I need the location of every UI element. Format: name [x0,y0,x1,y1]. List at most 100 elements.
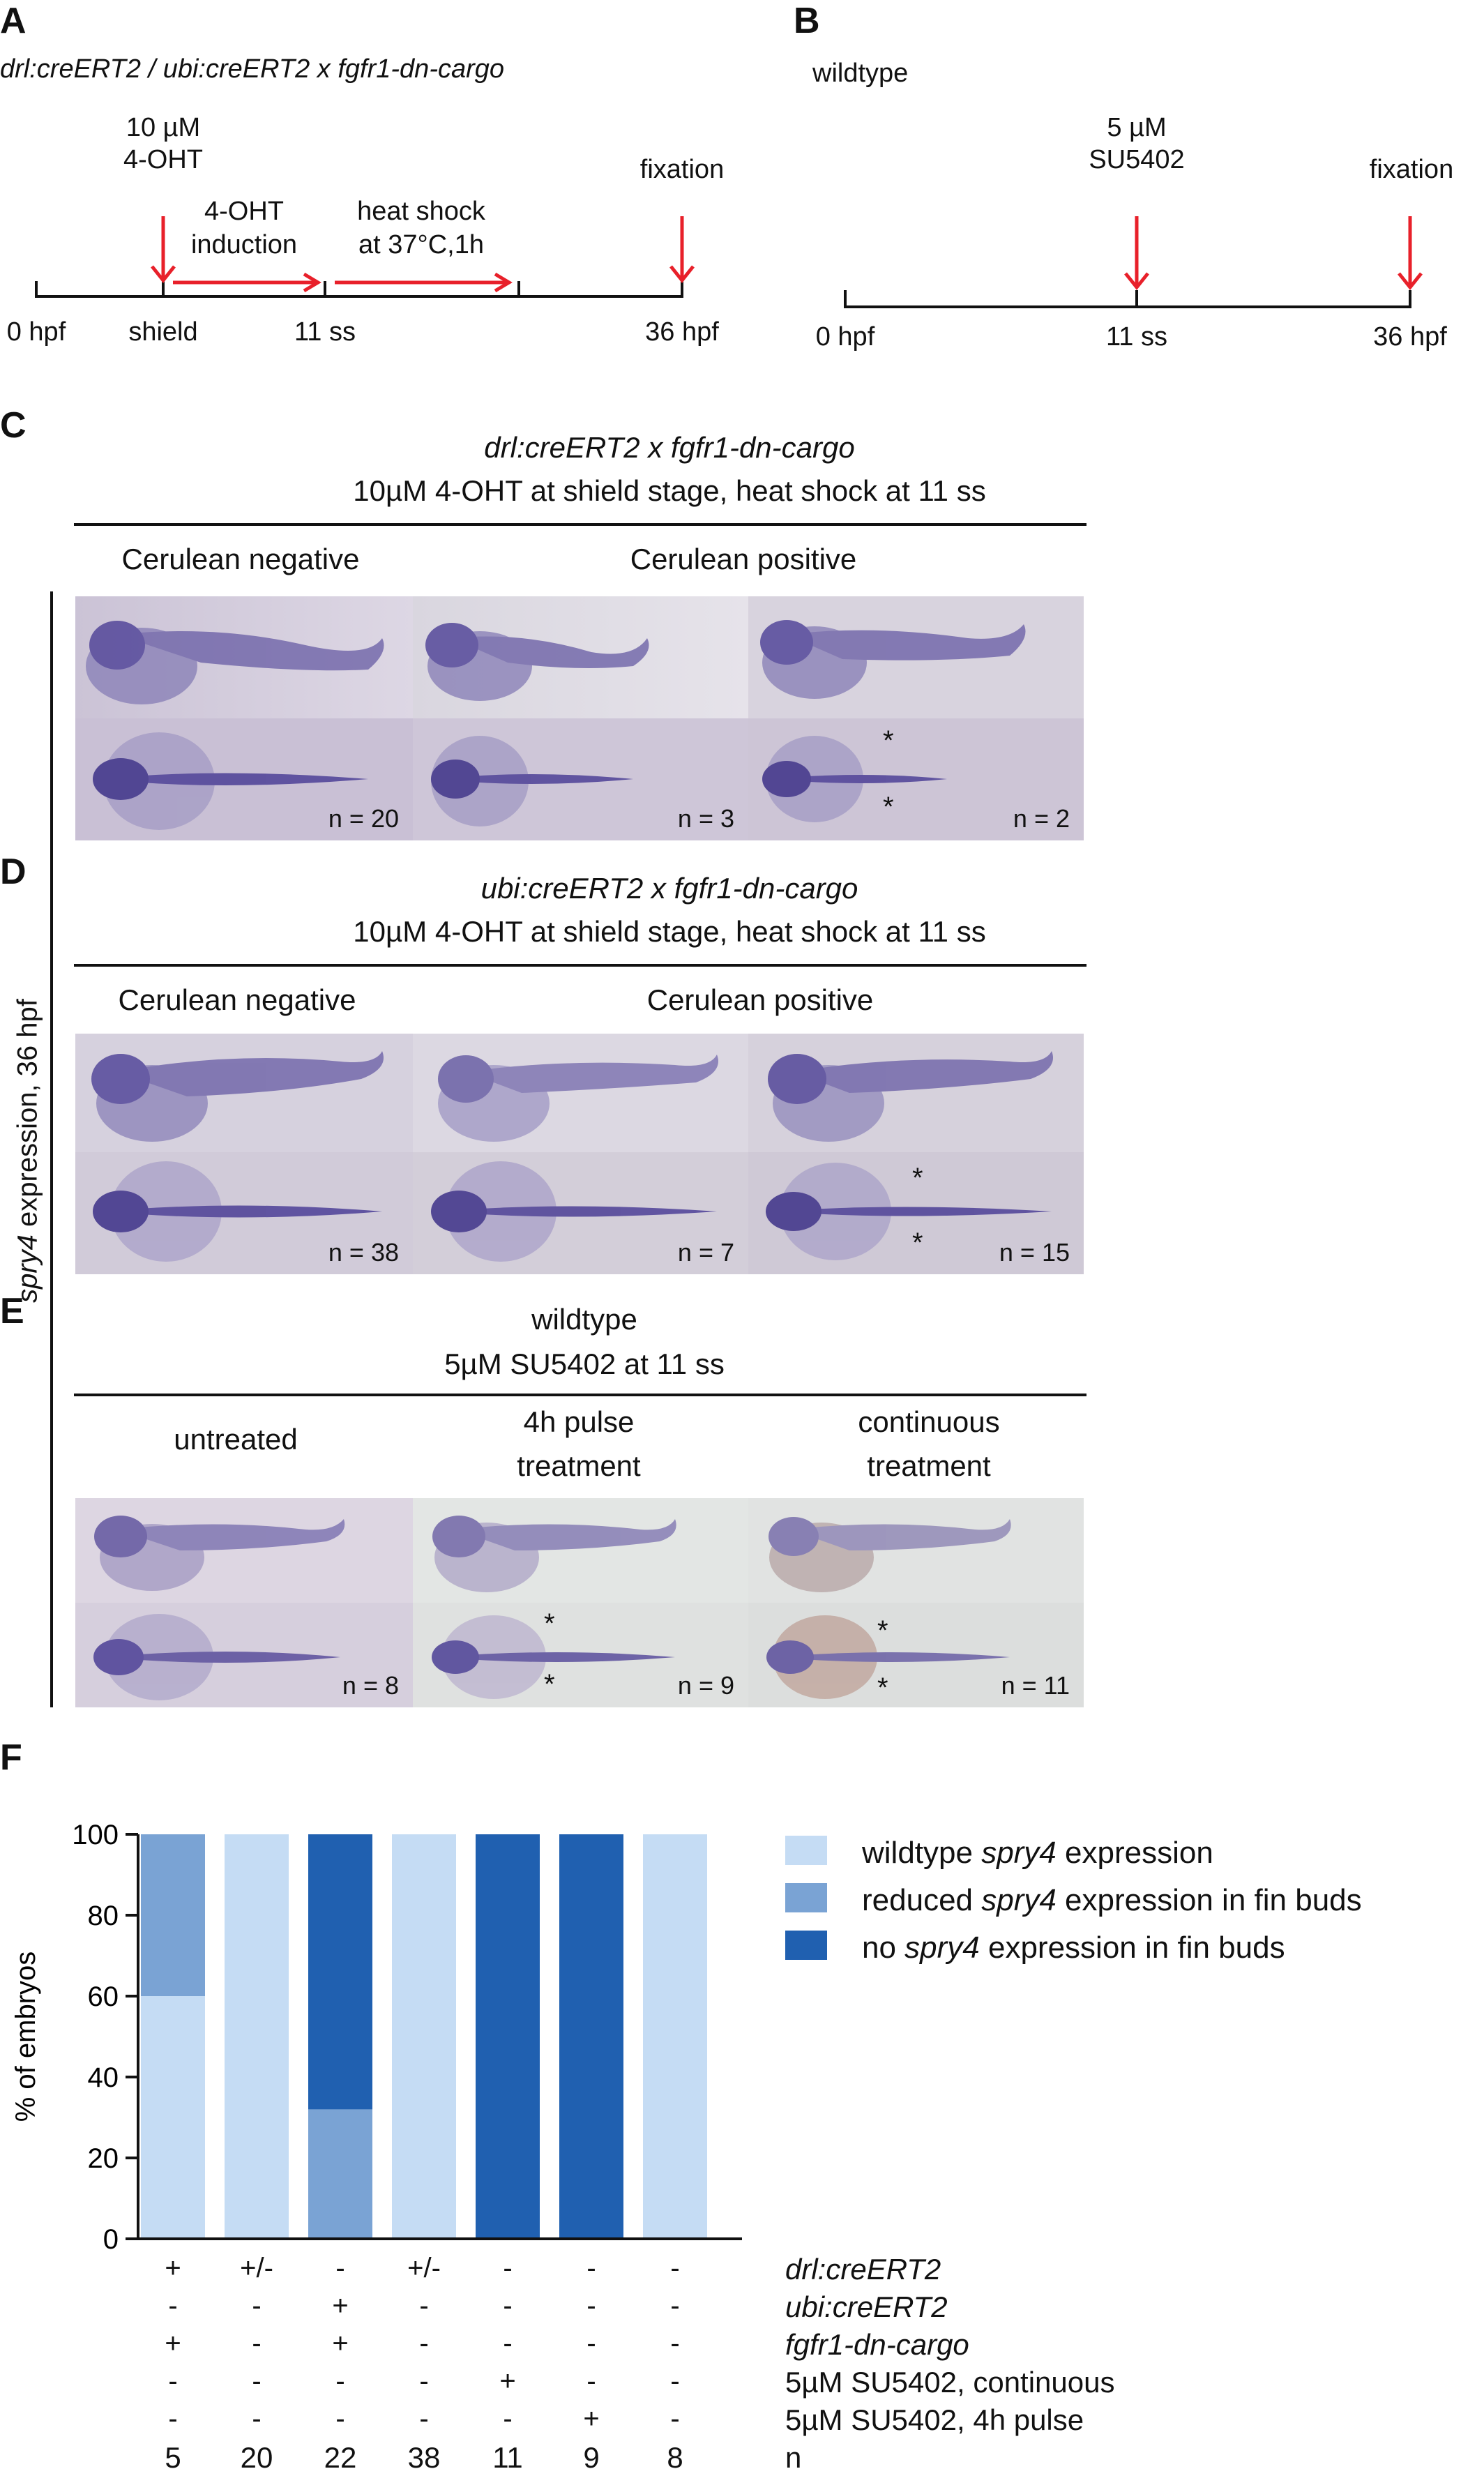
genotype-cell: - [586,2253,596,2283]
panel-c-embryo-photos [75,596,1084,840]
panel-d-title: ubi:creERT2 x fgfr1-dn-cargo [480,872,858,905]
panel-c-title: drl:creERT2 x fgfr1-dn-cargo [484,431,855,464]
panel-b-tick-0: 0 hpf [815,322,875,352]
side-bracket-line [50,591,53,1707]
genotype-row-label: 5µM SU5402, continuous [785,2366,1115,2399]
genotype-cell: + [165,2328,181,2359]
genotype-cell: +/- [407,2253,441,2283]
genotype-cell: + [332,2290,349,2321]
panel-d-rule [74,964,1086,967]
genotype-cell: - [670,2290,680,2321]
panel-a-timeline [35,216,695,298]
fin-bud-asterisk: * [544,1669,555,1700]
panel-b-fixation: fixation [1369,155,1454,184]
panel-d-col-positive: Cerulean positive [646,983,874,1016]
legend-swatch-reduced [785,1883,827,1912]
bar-segment-reduced [141,1834,205,1996]
panel-e-col-untreated: untreated [174,1423,298,1456]
panel-a-title: drl:creERT2 / ubi:creERT2 x fgfr1-dn-car… [0,54,505,84]
n-count-cell: 5 [165,2441,181,2474]
genotype-cell: +/- [240,2253,273,2283]
fin-bud-asterisk: * [883,792,894,822]
panel-e-col-pulse-line1: 4h pulse [523,1405,635,1438]
panel-b-timeline [844,216,1423,308]
panel-d-n-3: n = 15 [999,1238,1070,1267]
fin-bud-asterisk: * [883,725,894,756]
n-count-cell: 11 [492,2441,523,2474]
genotype-row-label: n [785,2441,802,2474]
y-tick-label: 80 [88,1901,119,1931]
fin-bud-asterisk: * [877,1615,888,1646]
y-tick-label: 40 [88,2062,119,2093]
panel-f-label: F [0,1737,22,1778]
panel-c-n-1: n = 20 [328,804,399,833]
bar-segment-wildtype [643,1834,707,2239]
genotype-cell: - [503,2290,513,2321]
panel-d-images: n = 38 n = 7 n = 15 * * [75,1034,1084,1274]
panel-a-drug-line1: 10 µM [126,113,201,142]
panel-d-subtitle: 10µM 4-OHT at shield stage, heat shock a… [353,915,986,948]
panel-b-tick-2: 36 hpf [1373,322,1447,352]
panel-a-tick-2: 11 ss [294,317,356,347]
genotype-cell: + [583,2403,600,2434]
panel-d-n-2: n = 7 [677,1238,734,1267]
panel-c-col-negative: Cerulean negative [121,543,360,575]
genotype-cell: - [252,2366,262,2396]
panel-d-n-1: n = 38 [328,1238,399,1267]
panel-c-rule [74,523,1086,526]
legend-swatch-wildtype [785,1836,827,1865]
genotype-cell: - [419,2403,429,2434]
genotype-cell: - [586,2366,596,2396]
legend-swatch-none [785,1931,827,1960]
panel-c-images: n = 20 n = 3 n = 2 * * [75,596,1084,840]
genotype-cell: - [335,2253,345,2283]
panel-c-n-2: n = 3 [677,804,734,833]
genotype-cell: - [503,2328,513,2359]
y-tick-label: 0 [103,2224,119,2255]
panel-e-images: n = 8 n = 9 n = 11 * * * * [75,1498,1084,1707]
legend-label-wildtype: wildtype spry4 expression [862,1836,1213,1870]
genotype-cell: + [165,2253,181,2283]
bar-segment-wildtype [392,1834,456,2239]
panel-d-embryo-photos [75,1034,1084,1274]
panel-b-drug-line2: SU5402 [1089,145,1185,174]
genotype-cell: - [252,2403,262,2434]
genotype-row-label: drl:creERT2 [785,2253,941,2286]
genotype-row-label: ubi:creERT2 [785,2290,948,2323]
genotype-cell: - [670,2328,680,2359]
panel-e-n-3: n = 11 [1001,1671,1070,1700]
panel-c-col-positive: Cerulean positive [630,543,857,575]
panel-a-induction-line2: induction [190,230,298,259]
panel-e-col-continuous-line1: continuous [858,1405,1000,1438]
genotype-cell: - [503,2403,513,2434]
panel-a-induction-line1: 4-OHT [204,197,284,226]
panel-e-embryo-photos [75,1498,1084,1707]
panel-a-tick-1: shield [128,317,198,347]
bar-series [141,1834,707,2239]
panel-a-tick-0: 0 hpf [6,317,66,347]
panel-c-n-3: n = 2 [1013,804,1070,833]
genotype-cell: + [499,2366,516,2396]
panel-c-label: C [0,405,26,446]
panel-a-drug-line2: 4-OHT [123,145,203,174]
legend-label-none: no spry4 expression in fin buds [862,1931,1285,1965]
panel-e-label: E [0,1291,24,1331]
fin-bud-asterisk: * [912,1228,923,1258]
genotype-cell: - [335,2403,345,2434]
panel-e-rule [74,1394,1086,1396]
genotype-row-label: 5µM SU5402, 4h pulse [785,2403,1084,2436]
panel-a-fixation: fixation [639,155,725,184]
panel-b-label: B [794,1,820,41]
panel-e-n-2: n = 9 [677,1671,734,1700]
panel-e-title: wildtype [531,1303,637,1336]
bar-segment-reduced [308,2109,372,2239]
genotype-cell: - [586,2290,596,2321]
side-label: spry4 expression, 36 hpf [12,999,43,1303]
genotype-cell: - [419,2366,429,2396]
bar-segment-none [308,1834,372,2110]
panel-a-tick-3: 36 hpf [645,317,719,347]
genotype-cell: - [586,2328,596,2359]
n-count-cell: 22 [324,2441,357,2474]
n-count-cell: 20 [240,2441,273,2474]
n-count-cell: 38 [407,2441,441,2474]
